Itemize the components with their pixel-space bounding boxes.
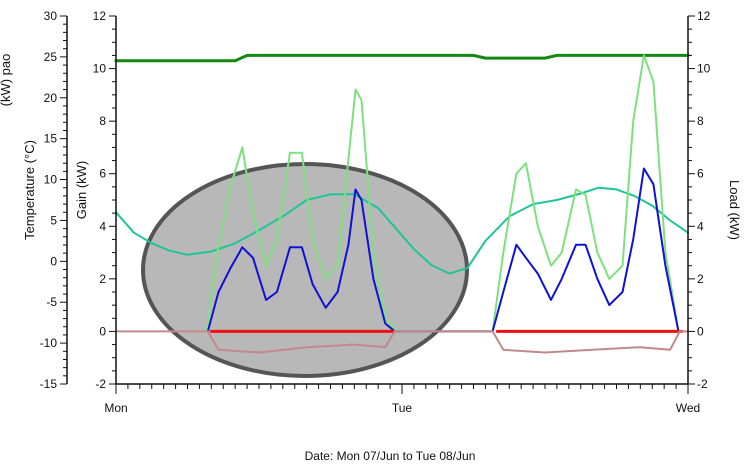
outer-left-tick-label: 30: [44, 9, 58, 23]
right-tick-label: 10: [697, 62, 711, 76]
gain-tick-label: 10: [93, 62, 107, 76]
right-tick-label: -2: [697, 377, 708, 391]
x-tick-label: Mon: [104, 401, 127, 415]
gain-tick-label: 4: [99, 219, 106, 233]
x-tick-label: Tue: [392, 401, 413, 415]
x-tick-label: Wed: [676, 401, 700, 415]
outer-left-tick-label: 10: [44, 173, 58, 187]
gain-tick-label: -2: [95, 377, 106, 391]
series-line-dark_green: [114, 53, 690, 63]
gain-tick-label: 0: [99, 324, 106, 338]
series-layer: [114, 53, 690, 354]
right-tick-label: 8: [697, 114, 704, 128]
outer-left-tick-label: 5: [50, 213, 57, 227]
selection-ellipse: [141, 162, 469, 378]
outer-left-tick-label: 20: [44, 91, 58, 105]
right-tick-label: 0: [697, 324, 704, 338]
outer-left-tick-label: 15: [44, 132, 58, 146]
gain-tick-label: 12: [93, 9, 107, 23]
outer-left-tick-label: -5: [46, 295, 57, 309]
right-tick-label: 2: [697, 272, 704, 286]
right-axis-title: Load (kW): [727, 180, 742, 240]
right-tick-label: 12: [697, 9, 711, 23]
axes-layer: 302520151050-5-10-15121086420-2121086420…: [0, 9, 742, 415]
series-line-pink: [115, 330, 689, 354]
right-tick-label: 6: [697, 167, 704, 181]
right-tick-label: 4: [697, 219, 704, 233]
gain-tick-label: 2: [99, 272, 106, 286]
outer-left-axis-title-clipped: (kW) pao: [0, 54, 13, 107]
outer-left-tick-label: 0: [50, 254, 57, 268]
x-axis-title: Date: Mon 07/Jun to Tue 08/Jun: [305, 449, 476, 463]
gain-axis-title: Gain (kW): [74, 161, 89, 220]
highlight-ellipse: [141, 162, 469, 378]
gain-tick-label: 8: [99, 114, 106, 128]
outer-left-tick-label: 25: [44, 50, 58, 64]
outer-left-tick-label: -15: [40, 377, 58, 391]
outer-left-tick-label: -10: [40, 336, 58, 350]
temperature-axis-title: Temperature (°C): [22, 140, 37, 240]
gain-tick-label: 6: [99, 167, 106, 181]
series-line-teal: [115, 186, 689, 275]
